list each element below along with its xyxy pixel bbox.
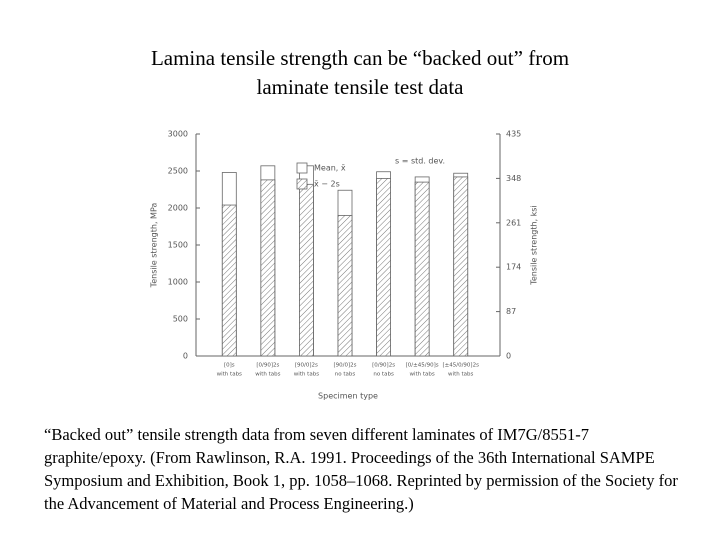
x-tick-label: [0]s — [224, 363, 235, 369]
x-tick-note: with tabs — [409, 372, 434, 378]
bar — [221, 204, 237, 357]
y-tick-label: 500 — [173, 315, 188, 324]
x-tick-label: [90/0]2s — [295, 363, 318, 369]
y2-axis-label: Tensile strength, ksi — [530, 205, 539, 285]
bar — [299, 183, 314, 357]
bar — [337, 214, 353, 357]
x-tick-note: with tabs — [294, 372, 319, 378]
bar — [414, 181, 430, 357]
x-tick-label: [90/0]2s — [333, 363, 356, 369]
bar — [453, 176, 469, 357]
x-tick-note: with tabs — [217, 372, 242, 378]
legend-label: x̄ − 2s — [314, 180, 340, 189]
y-tick-label: 0 — [183, 352, 188, 361]
bar — [376, 177, 391, 357]
x-tick-label: [±45/0/90]2s — [442, 363, 479, 369]
legend-swatch — [296, 162, 308, 174]
y2-tick-label: 261 — [506, 218, 521, 227]
legend-swatch — [296, 178, 308, 190]
y-tick-label: 1500 — [168, 241, 188, 250]
y2-tick-label: 174 — [506, 263, 521, 272]
slide-title: Lamina tensile strength can be “backed o… — [150, 46, 570, 99]
y2-tick-label: 435 — [506, 130, 521, 139]
x-axis-label: Specimen type — [318, 392, 378, 401]
x-tick-label: [0/±45/90]s — [406, 363, 439, 369]
legend-label: Mean, x̄ — [314, 164, 346, 173]
y2-tick-label: 0 — [506, 352, 511, 361]
y-tick-label: 2000 — [168, 204, 188, 213]
caption: “Backed out” tensile strength data from … — [44, 425, 678, 513]
y-axis-label: Tensile strength, MPa — [150, 203, 159, 289]
x-tick-label: [0/90]2s — [372, 363, 395, 369]
bar — [260, 179, 276, 357]
y2-tick-label: 348 — [506, 174, 521, 183]
y-tick-label: 1000 — [168, 278, 188, 287]
x-tick-note: no tabs — [335, 372, 356, 378]
x-tick-label: [0/90]2s — [256, 363, 279, 369]
y-tick-label: 2500 — [168, 167, 188, 176]
x-tick-note: no tabs — [373, 372, 394, 378]
y2-tick-label: 87 — [506, 307, 516, 316]
x-tick-note: with tabs — [448, 372, 473, 378]
legend-note: s = std. dev. — [395, 157, 445, 166]
x-tick-note: with tabs — [255, 372, 280, 378]
y-tick-label: 3000 — [168, 130, 188, 139]
